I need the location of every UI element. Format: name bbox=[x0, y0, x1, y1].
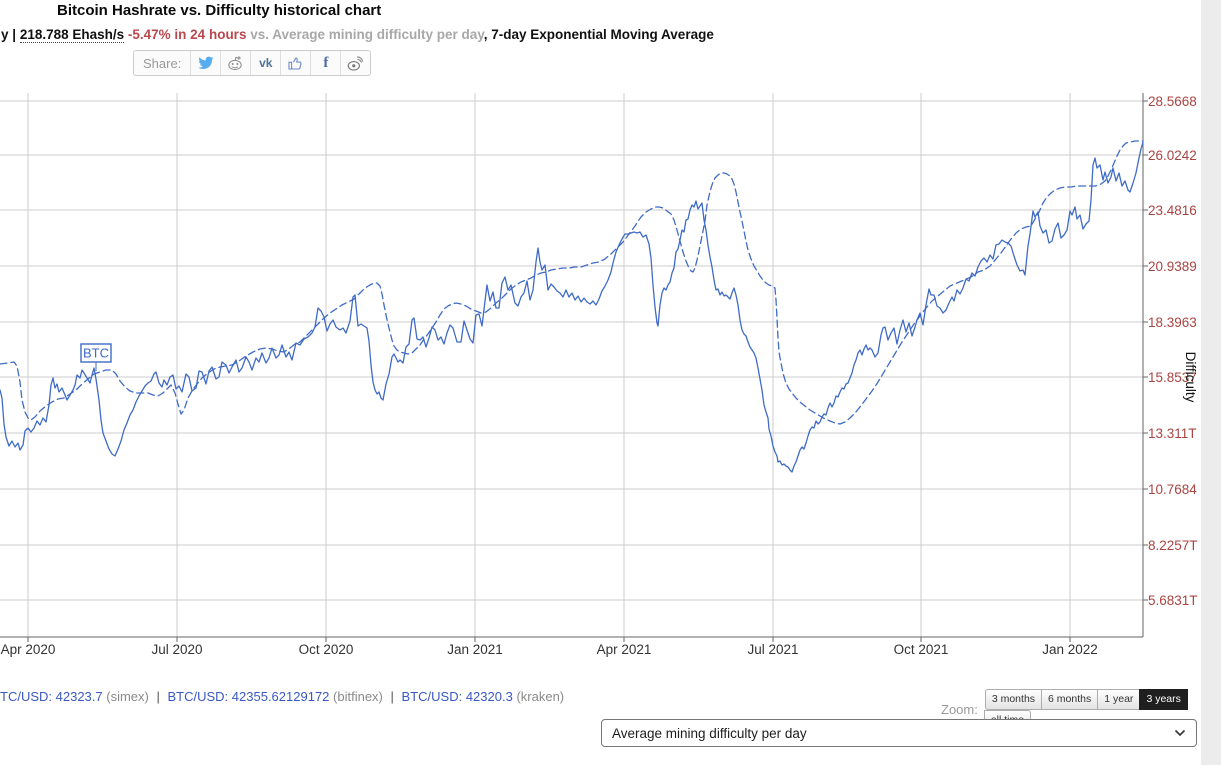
share-label: Share: bbox=[143, 55, 182, 71]
page-gutter bbox=[1201, 0, 1221, 765]
subtitle-vs-text: vs. Average mining difficulty per day bbox=[250, 27, 484, 42]
x-axis-tick-label: Apr 2020 bbox=[1, 642, 56, 657]
price-source-simex: (simex) bbox=[106, 689, 149, 704]
page-title: Bitcoin Hashrate vs. Difficulty historic… bbox=[57, 2, 382, 19]
share-weibo-button[interactable] bbox=[340, 51, 370, 75]
vk-icon: vk bbox=[259, 56, 273, 70]
y-axis-title: Difficulty bbox=[1183, 352, 1198, 403]
share-twitter-button[interactable] bbox=[190, 51, 220, 75]
y-axis-tick-label: 15.8537 bbox=[1148, 370, 1197, 385]
btc-series-label[interactable]: BTC bbox=[83, 346, 109, 361]
price-link-kraken[interactable]: BTC/USD: 42320.3 bbox=[401, 689, 513, 704]
x-axis-tick-label: Apr 2021 bbox=[597, 642, 652, 657]
x-axis-tick-label: Jul 2021 bbox=[747, 642, 798, 657]
hashrate-value: 218.788 Ehash/s bbox=[19, 27, 125, 43]
chart-canvas[interactable]: BTC 28.5668 26.0242 23.4816 20.9389 18.3963 15… bbox=[0, 0, 1203, 680]
x-axis-tick-label: Oct 2021 bbox=[894, 642, 949, 657]
price-link-bitfinex[interactable]: BTC/USD: 42355.62129172 bbox=[167, 689, 330, 704]
subtitle-ema-text: , 7-day Exponential Moving Average bbox=[483, 27, 714, 42]
chevron-down-icon bbox=[1174, 729, 1186, 737]
share-facebook-button[interactable]: f bbox=[310, 51, 340, 75]
y-axis-tick-label: 10.7684 bbox=[1148, 482, 1197, 497]
x-axis-tick-label: Oct 2020 bbox=[299, 642, 354, 657]
y-axis-tick-label: 26.0242 bbox=[1148, 148, 1197, 163]
y-axis-tick-label: 5.6831T bbox=[1148, 593, 1198, 608]
price-ticker-row: TC/USD: 42323.7 (simex) | BTC/USD: 42355… bbox=[0, 689, 564, 704]
zoom-button-6-months[interactable]: 6 months bbox=[1041, 689, 1099, 710]
x-axis-tick-label: Jul 2020 bbox=[151, 642, 202, 657]
y-axis-tick-label: 8.2257T bbox=[1148, 538, 1198, 553]
zoom-label: Zoom: bbox=[941, 702, 978, 718]
y-axis-tick-label: 20.9389 bbox=[1148, 259, 1197, 274]
reddit-icon bbox=[228, 56, 243, 70]
chart-subtitle: y | 218.788 Ehash/s -5.47% in 24 hours v… bbox=[1, 27, 714, 43]
share-bar: Share: vk bbox=[133, 50, 372, 76]
facebook-icon: f bbox=[323, 54, 329, 71]
price-source-kraken: (kraken) bbox=[516, 689, 565, 704]
price-separator: | bbox=[390, 689, 394, 704]
y-axis-tick-label: 23.4816 bbox=[1148, 203, 1197, 218]
share-like-button[interactable] bbox=[280, 51, 310, 75]
zoom-button-1-year[interactable]: 1 year bbox=[1097, 689, 1141, 710]
twitter-icon bbox=[198, 56, 214, 70]
price-separator: | bbox=[156, 689, 160, 704]
metric-select[interactable]: Average mining difficulty per day bbox=[601, 719, 1197, 747]
price-link-simex[interactable]: TC/USD: 42323.7 bbox=[0, 689, 103, 704]
zoom-button-3-years[interactable]: 3 years bbox=[1139, 689, 1188, 710]
hashrate-line bbox=[0, 141, 1144, 473]
hashrate-24h-change: -5.47% in 24 hours bbox=[127, 27, 247, 42]
difficulty-line bbox=[0, 140, 1144, 425]
btc-series-label-box[interactable] bbox=[80, 343, 112, 363]
thumbs-up-icon bbox=[288, 57, 302, 70]
price-source-bitfinex: (bitfinex) bbox=[333, 689, 383, 704]
zoom-button-3-months[interactable]: 3 months bbox=[984, 689, 1043, 710]
metric-select-value: Average mining difficulty per day bbox=[612, 725, 807, 741]
y-axis-tick-label: 18.3963 bbox=[1148, 315, 1197, 330]
subtitle-prefix: y | bbox=[1, 27, 17, 42]
weibo-icon bbox=[347, 56, 364, 71]
x-axis-tick-label: Jan 2021 bbox=[447, 642, 503, 657]
share-reddit-button[interactable] bbox=[220, 51, 250, 75]
share-vk-button[interactable]: vk bbox=[250, 51, 280, 75]
y-axis-tick-label: 28.5668 bbox=[1148, 94, 1197, 109]
y-axis-tick-label: 13.311T bbox=[1148, 426, 1197, 441]
x-axis-tick-label: Jan 2022 bbox=[1042, 642, 1098, 657]
